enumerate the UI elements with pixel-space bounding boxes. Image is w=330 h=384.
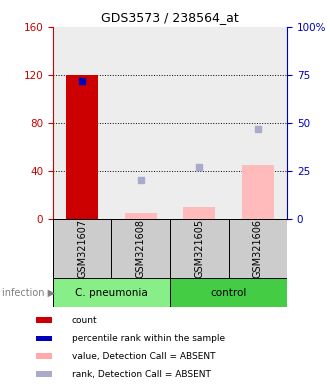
Bar [242,165,274,219]
Bar [170,278,287,307]
Bar [112,27,170,219]
Text: rank, Detection Call = ABSENT: rank, Detection Call = ABSENT [72,370,211,379]
Title: GDS3573 / 238564_at: GDS3573 / 238564_at [101,11,239,24]
Text: GSM321605: GSM321605 [194,219,204,278]
Bar [53,27,112,219]
Text: GSM321608: GSM321608 [136,219,146,278]
Bar [170,27,229,219]
Text: percentile rank within the sample: percentile rank within the sample [72,334,225,343]
Bar [36,371,52,377]
Bar [124,213,157,219]
Text: C. pneumonia: C. pneumonia [75,288,148,298]
Bar [36,336,52,341]
Text: GSM321607: GSM321607 [77,219,87,278]
Bar [183,207,215,219]
Bar [228,219,287,278]
Bar [53,219,112,278]
Bar [112,219,170,278]
Bar [36,353,52,359]
Text: GSM321606: GSM321606 [253,219,263,278]
Bar [170,219,229,278]
Text: control: control [210,288,247,298]
Text: count: count [72,316,98,325]
Text: value, Detection Call = ABSENT: value, Detection Call = ABSENT [72,352,215,361]
Bar [53,278,170,307]
Bar [66,75,98,219]
Bar [36,318,52,323]
Text: infection ▶: infection ▶ [2,288,55,298]
Bar [228,27,287,219]
